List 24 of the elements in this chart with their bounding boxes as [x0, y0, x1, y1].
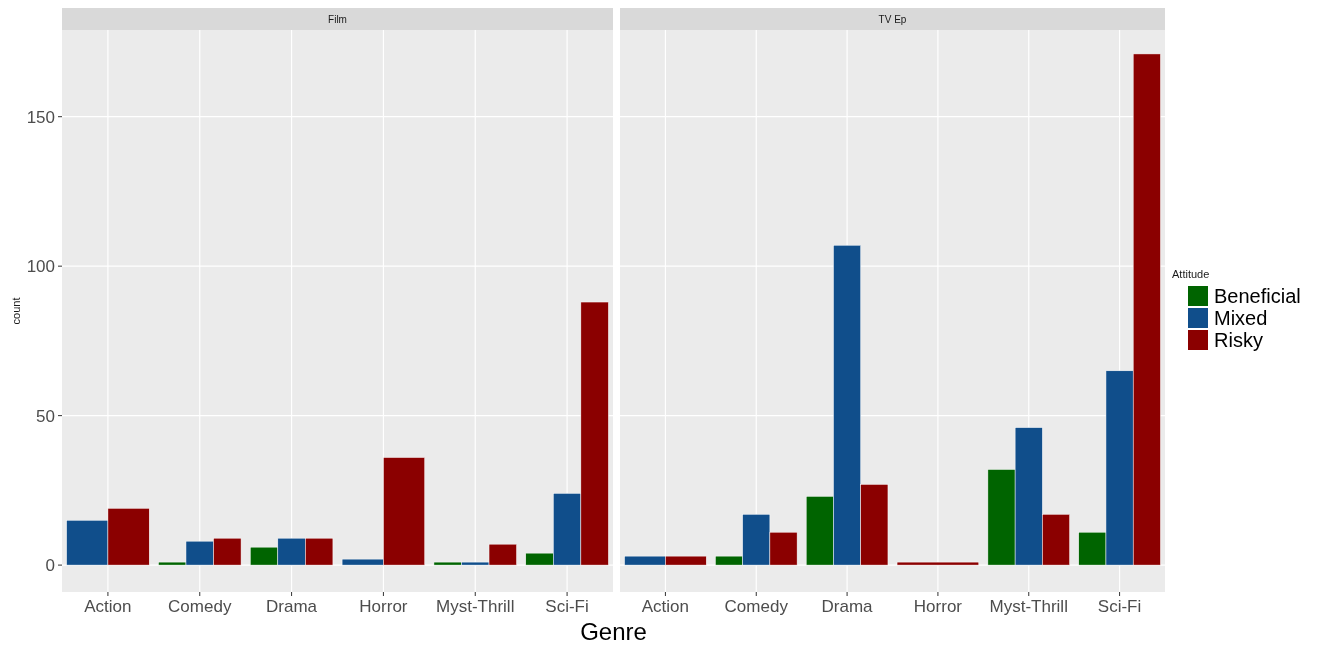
- x-tick-label: Horror: [359, 597, 408, 616]
- x-tick-label: Action: [84, 597, 132, 616]
- x-tick-label: Horror: [913, 597, 963, 616]
- x-tick-label: Action: [641, 597, 690, 616]
- y-axis-title: count: [10, 297, 22, 325]
- x-tick-label: Myst-Thrill: [989, 597, 1068, 616]
- y-tick-label: 100: [26, 257, 55, 277]
- x-tick-label: Comedy: [168, 597, 232, 616]
- legend-label: Mixed: [1214, 307, 1268, 329]
- x-tick-label: Sci-Fi: [1097, 597, 1142, 616]
- y-tick-label: 50: [36, 406, 55, 426]
- chart-title: Film: [328, 13, 347, 25]
- legend-label: Risky: [1214, 329, 1263, 351]
- legend-title: Attitude: [1172, 268, 1210, 280]
- x-tick-label: Comedy: [724, 597, 789, 616]
- x-tick-label: Myst-Thrill: [436, 597, 515, 616]
- y-tick-label: 0: [45, 556, 55, 576]
- x-tick-label: Drama: [266, 597, 318, 616]
- chart-title: TV Ep: [878, 13, 907, 25]
- y-tick-label: 150: [26, 107, 55, 127]
- x-tick-label: Drama: [821, 597, 874, 616]
- legend-label: Beneficial: [1214, 285, 1301, 307]
- x-axis-title: Genre: [580, 618, 647, 645]
- x-tick-label: Sci-Fi: [545, 597, 589, 616]
